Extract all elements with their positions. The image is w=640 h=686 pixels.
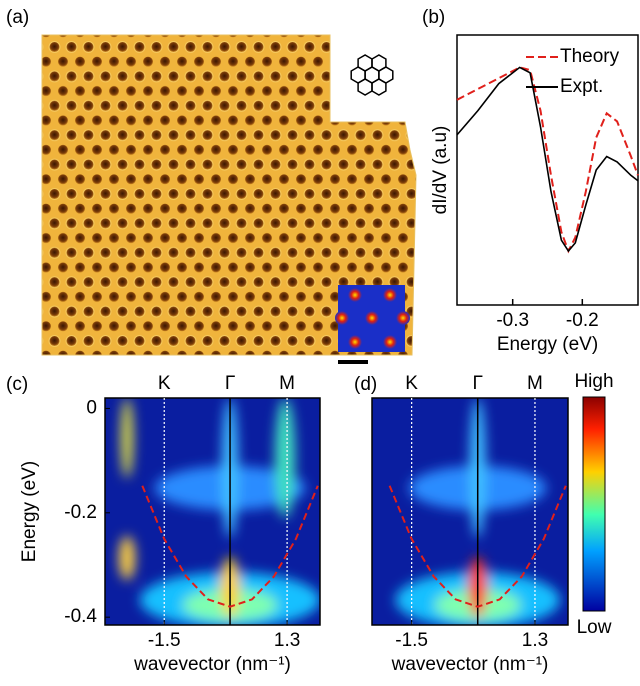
x-tick-label: 1.3 (522, 630, 548, 651)
feature (121, 398, 133, 478)
panel-label: (b) (422, 7, 445, 28)
molecule-ring (371, 78, 387, 96)
inset-dot (383, 288, 397, 302)
symmetry-label: K (405, 373, 418, 394)
y-tick-label: 0 (86, 397, 97, 418)
x-axis-label: wavevector (nm⁻¹) (133, 654, 291, 675)
plot-frame (456, 34, 639, 306)
x-tick-label: 1.3 (274, 630, 300, 651)
symmetry-label: M (279, 373, 295, 394)
colorbar (582, 396, 606, 612)
colorbar-label: High (574, 371, 613, 392)
intensity-map (105, 398, 320, 625)
molecule-ring (357, 54, 373, 72)
x-tick-label: -0.2 (566, 310, 599, 331)
symmetry-label: M (527, 373, 543, 394)
map-frame (104, 397, 321, 626)
panel-label: (c) (6, 374, 28, 395)
inset-dot (335, 311, 349, 325)
molecule-ring (371, 54, 387, 72)
colorbar-label: Low (577, 617, 612, 638)
feature (275, 398, 296, 518)
legend-label: Theory (560, 46, 620, 67)
x-tick-label: -1.5 (395, 630, 428, 651)
fit-curve (388, 485, 567, 608)
feature (119, 536, 135, 580)
y-tick-label: -0.2 (64, 502, 97, 523)
panel-label: (d) (354, 374, 377, 395)
intensity-map (372, 398, 568, 625)
y-axis-label: dI/dV (a.u) (430, 126, 451, 215)
inset-dot (365, 311, 379, 325)
data-line (456, 66, 639, 254)
x-axis-label: Energy (eV) (497, 334, 598, 355)
y-tick-label: -0.4 (64, 606, 97, 627)
fit-curve (141, 485, 319, 608)
x-tick-label: -1.5 (148, 630, 181, 651)
legend-label: Expt. (560, 76, 603, 97)
inset-dot (348, 335, 362, 349)
stm-image (41, 34, 417, 364)
inset-dot (348, 288, 362, 302)
symmetry-label: Γ (225, 373, 235, 394)
data-line (456, 66, 639, 253)
x-axis-label: wavevector (nm⁻¹) (391, 654, 549, 675)
symmetry-label: K (158, 373, 171, 394)
inset-dot (396, 311, 410, 325)
inset-dot (383, 335, 397, 349)
map-frame (371, 397, 569, 626)
x-tick-label: -0.3 (496, 310, 529, 331)
y-axis-label: Energy (eV) (19, 461, 40, 562)
symmetry-label: Γ (472, 373, 482, 394)
panel-label: (a) (6, 7, 29, 28)
